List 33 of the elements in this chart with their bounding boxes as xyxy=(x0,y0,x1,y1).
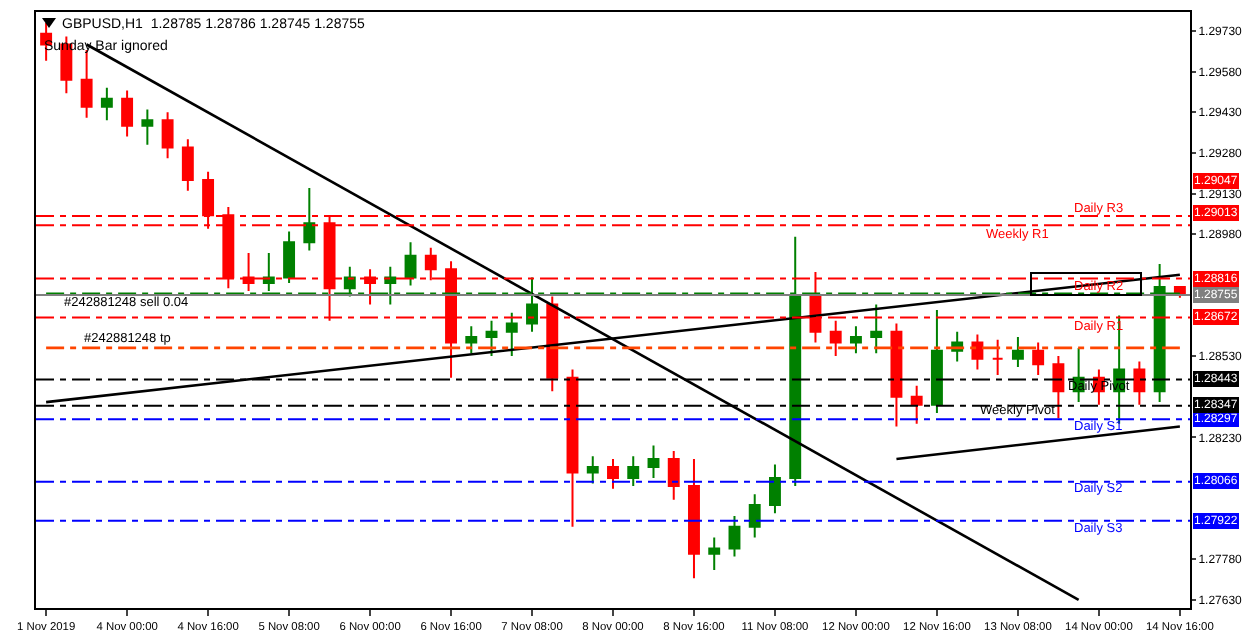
candlestick xyxy=(1011,336,1024,368)
candlestick xyxy=(971,333,984,371)
candlestick xyxy=(404,241,417,287)
candlestick xyxy=(607,458,619,490)
candlestick xyxy=(890,322,903,428)
candlestick xyxy=(485,319,498,358)
candlestick xyxy=(748,493,761,539)
candlestick xyxy=(667,449,680,501)
candlestick xyxy=(1032,341,1045,377)
candlestick xyxy=(728,514,741,558)
candlestick xyxy=(1133,360,1146,406)
candlestick xyxy=(586,455,599,485)
candlestick xyxy=(121,89,134,138)
candlestick xyxy=(870,303,883,355)
candlestick xyxy=(161,111,174,160)
candlestick xyxy=(283,230,296,284)
candlestick xyxy=(688,458,700,580)
candlestick xyxy=(181,138,194,192)
candlestick xyxy=(708,536,721,572)
candlestick xyxy=(141,108,154,146)
candlestick xyxy=(505,311,518,358)
candlestick xyxy=(849,325,862,355)
candlestick xyxy=(627,455,640,488)
candlestick xyxy=(647,444,660,479)
candlestick xyxy=(1052,355,1065,420)
candlestick xyxy=(303,187,316,252)
candlestick xyxy=(465,325,478,355)
candlestick xyxy=(769,463,781,515)
candlestick xyxy=(991,338,1004,377)
candlestick xyxy=(100,86,113,122)
candlestick xyxy=(566,368,579,528)
candlestick xyxy=(930,309,943,414)
candlestick xyxy=(910,384,923,425)
